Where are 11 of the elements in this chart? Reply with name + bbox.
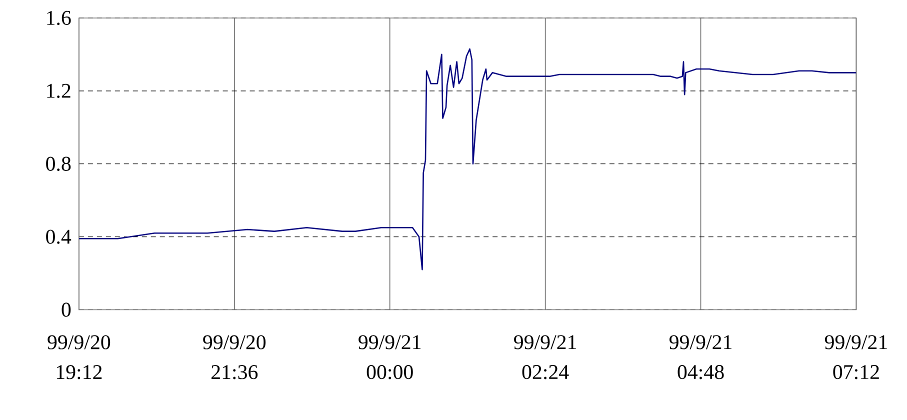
- x-tick-label: 99/9/21 07:12: [824, 335, 887, 380]
- x-tick-label: 99/9/21 00:00: [358, 335, 421, 380]
- y-tick-label: 0.4: [46, 230, 72, 244]
- y-tick-label: 1.6: [47, 11, 71, 26]
- x-tick-label: 99/9/20 21:36: [203, 335, 266, 380]
- y-tick-label: 0.8: [46, 156, 71, 172]
- y-tick-label: 0: [62, 302, 71, 317]
- y-tick-label: 1.2: [47, 84, 70, 98]
- x-tick-label: 99/9/21 04:48: [670, 335, 732, 380]
- x-tick-label: 99/9/20 19:12: [48, 335, 110, 380]
- x-tick-label: 99/9/21 02:24: [514, 335, 576, 380]
